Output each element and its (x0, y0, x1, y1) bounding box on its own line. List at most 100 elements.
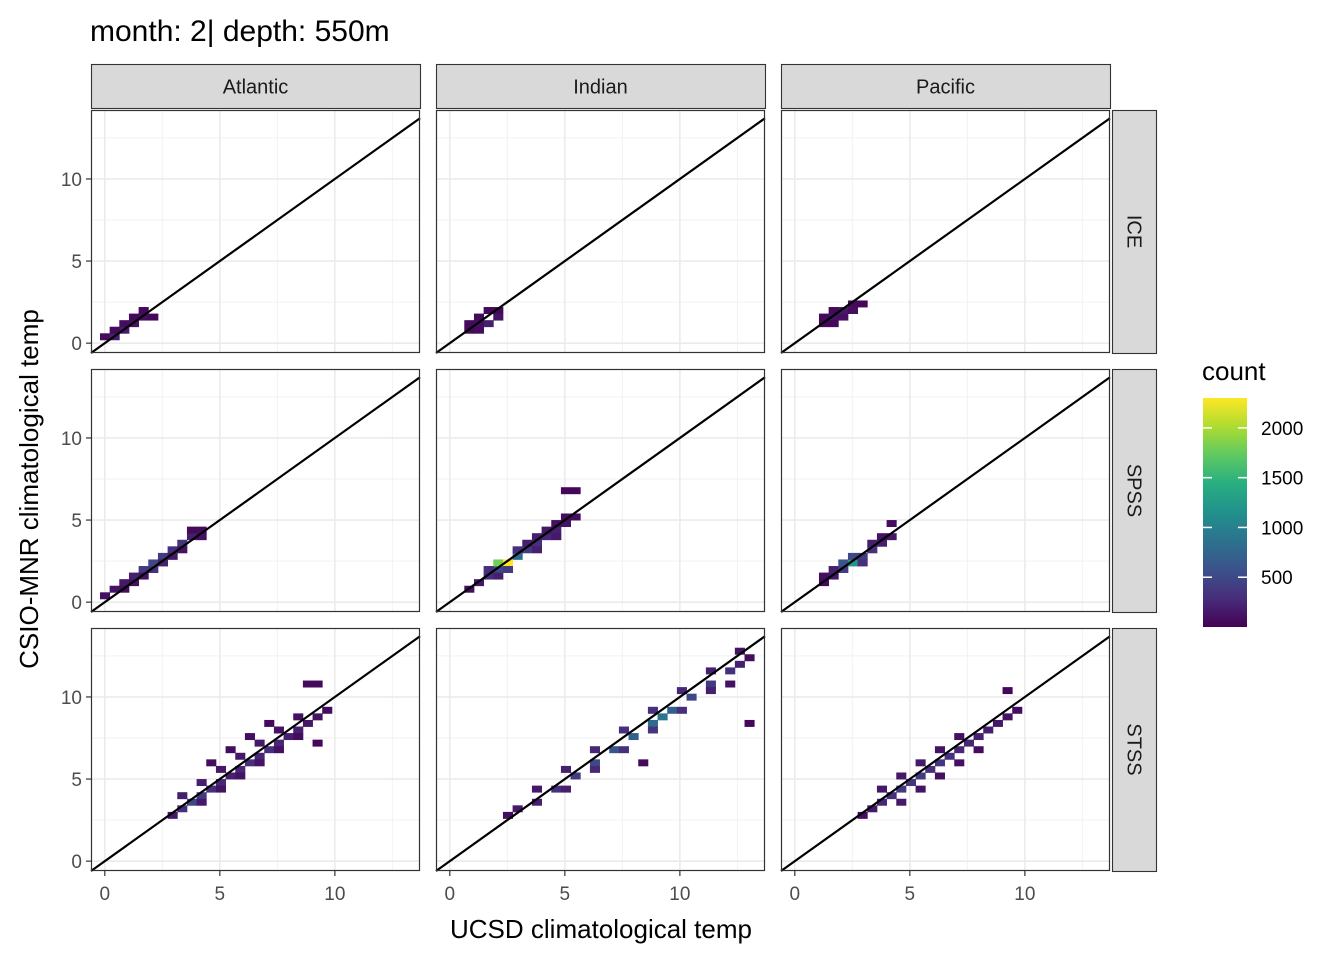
heatmap-bin (264, 719, 275, 727)
heatmap-bin (570, 772, 581, 780)
heatmap-bin (128, 313, 140, 321)
heatmap-bin (483, 320, 494, 328)
heatmap-bin (876, 798, 888, 806)
heatmap-bin (322, 706, 333, 714)
heatmap-bin (589, 759, 600, 767)
heatmap-bin (522, 539, 533, 547)
heatmap-bin (235, 765, 246, 773)
heatmap-bin (186, 526, 198, 534)
heatmap-bin (828, 320, 839, 328)
heatmap-bin (551, 526, 562, 534)
heatmap-bin (915, 772, 926, 780)
heatmap-bin (896, 772, 907, 780)
heatmap-bin (157, 552, 169, 560)
facet-strip-label: STSS (1123, 723, 1145, 775)
heatmap-bin (244, 759, 255, 767)
colorbar-tick-label: 500 (1261, 568, 1293, 589)
identity-line (435, 117, 766, 354)
heatmap-bin (512, 546, 523, 554)
panel-border (780, 368, 1111, 613)
heatmap-bin (734, 647, 745, 655)
heatmap-bin (676, 687, 687, 695)
x-axis-label: UCSD climatological temp (450, 914, 752, 944)
heatmap-bin (838, 559, 849, 567)
heatmap-bin (705, 667, 716, 675)
facet-panels: Atlantic Indian Pacific ICE SPSS STSS 0 5 10 0 5 10… (61, 63, 1158, 905)
heatmap-bin (886, 533, 897, 541)
heatmap-bin (934, 772, 945, 780)
identity-line (90, 117, 421, 354)
y-axis-label: CSIO-MNR climatological temp (14, 309, 44, 669)
heatmap-bin (570, 487, 581, 495)
heatmap-bin (138, 313, 149, 321)
panel-border (780, 109, 1111, 354)
heatmap-bin (177, 805, 188, 813)
heatmap-bin (186, 533, 198, 541)
facet-strip-label: SPSS (1123, 464, 1145, 517)
panel-border (90, 109, 421, 354)
heatmap-bin (493, 307, 504, 314)
heatmap-bin (725, 667, 736, 675)
x-tick-label: 10 (669, 884, 690, 905)
identity-line (435, 376, 766, 613)
heatmap-bin (876, 533, 888, 541)
heatmap-bin (838, 566, 849, 573)
panel-border (435, 627, 766, 872)
panel-border (90, 627, 421, 872)
heatmap-bin (818, 313, 830, 321)
heatmap-bin (828, 572, 839, 580)
identity-line (780, 635, 1111, 872)
heatmap-bin (483, 566, 494, 573)
facet-strip-label: ICE (1123, 215, 1145, 248)
heatmap-bin (560, 513, 571, 521)
heatmap-bin (244, 733, 255, 741)
facet-strip-pacific (780, 63, 1112, 110)
heatmap-bin (541, 526, 552, 534)
heatmap-bin (99, 592, 111, 600)
heatmap-bin (934, 746, 945, 754)
heatmap-bin (273, 746, 284, 754)
heatmap-bin (254, 759, 265, 767)
panel-atlantic-spss: 0 5 10 (61, 368, 421, 614)
panel-atlantic-stss: 0 5 10 0 5 10 (61, 627, 421, 905)
panel-atlantic-ice: 0 5 10 (61, 109, 421, 355)
heatmap-bin (876, 539, 888, 547)
x-tick-label: 5 (215, 884, 226, 905)
heatmap-bin (254, 739, 265, 747)
heatmap-bin (283, 733, 294, 741)
heatmap-bin (493, 566, 504, 573)
heatmap-bin (618, 746, 629, 754)
heatmap-bin (493, 313, 504, 321)
heatmap-bin (560, 765, 571, 773)
heatmap-bin (744, 654, 755, 662)
heatmap-bin (167, 811, 178, 819)
heatmap-bin (541, 533, 552, 541)
heatmap-bin (109, 326, 120, 334)
facet-strip-indian (435, 63, 767, 110)
heatmap-bin (186, 798, 198, 806)
heatmap-bin (493, 572, 504, 580)
heatmap-bin (944, 752, 955, 760)
heatmap-bin (512, 805, 523, 813)
heatmap-bin (493, 559, 504, 567)
chart-title: month: 2| depth: 550m (90, 15, 390, 48)
heatmap-bin (312, 680, 323, 688)
x-tick-label: 0 (445, 884, 456, 905)
y-tick-label: 10 (61, 170, 82, 191)
heatmap-bin (235, 752, 246, 760)
colorbar-tick-label: 1000 (1261, 518, 1303, 539)
heatmap-bin (925, 765, 936, 773)
heatmap-bin (915, 759, 926, 767)
heatmap-bin (647, 706, 658, 714)
heatmap-bin (686, 693, 697, 701)
facet-strip-spss (1111, 368, 1158, 614)
heatmap-bin (647, 719, 658, 727)
facet-strip-label: Atlantic (223, 77, 289, 99)
count-legend: count 500 1000 1500 2000 (1202, 356, 1303, 627)
heatmap-bin (138, 307, 149, 314)
heatmap-bin (867, 546, 878, 554)
facet-strip-stss (1111, 627, 1158, 873)
heatmap-bin (196, 526, 207, 534)
y-tick-label: 10 (61, 688, 82, 709)
y-tick-label: 5 (71, 770, 82, 791)
